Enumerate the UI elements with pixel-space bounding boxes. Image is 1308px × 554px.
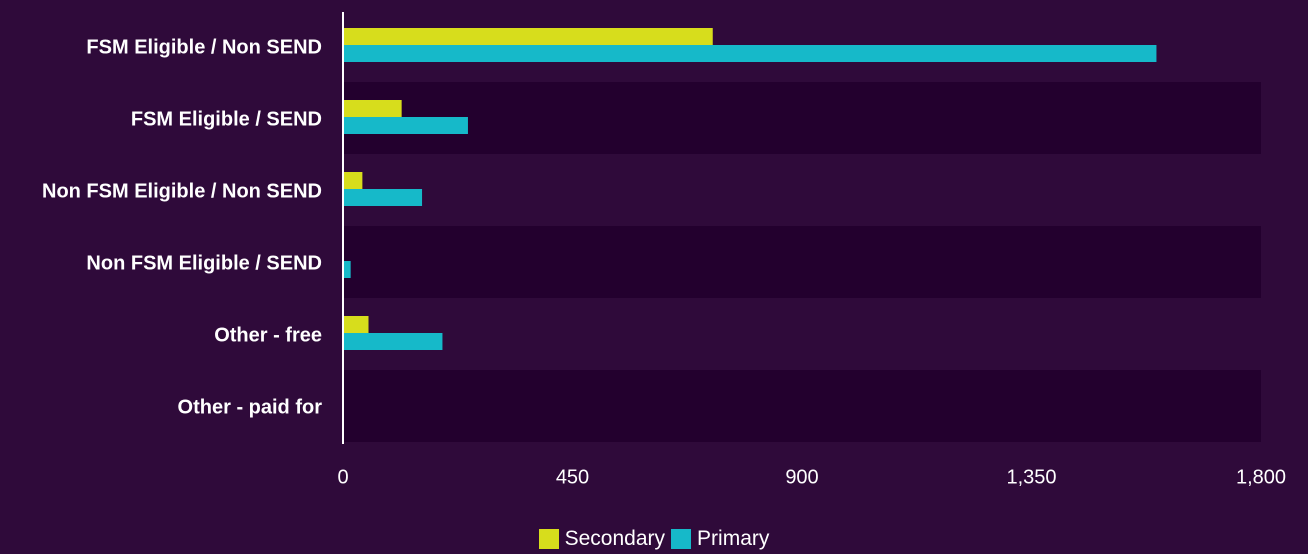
bar-primary-other-free[interactable] — [343, 333, 443, 350]
row-band-other-free — [343, 298, 1261, 370]
category-label-other-free: Other - free — [214, 324, 322, 346]
legend: Secondary Primary — [0, 524, 1308, 554]
row-band-non-fsm-eligible-non-send — [343, 154, 1261, 226]
bar-primary-fsm-eligible-send[interactable] — [343, 117, 468, 134]
legend-label-primary: Primary — [697, 527, 770, 550]
bar-secondary-other-free[interactable] — [343, 316, 369, 333]
category-label-other-paid-for: Other - paid for — [178, 396, 323, 418]
bar-primary-non-fsm-eligible-send[interactable] — [343, 261, 351, 278]
category-labels: FSM Eligible / Non SEND FSM Eligible / SE… — [42, 36, 322, 418]
bar-chart: FSM Eligible / Non SEND FSM Eligible / SE… — [42, 10, 1286, 488]
legend-item-secondary[interactable]: Secondary — [538, 527, 666, 551]
legend-swatch-secondary — [538, 529, 559, 549]
category-label-non-fsm-eligible-send: Non FSM Eligible / SEND — [86, 252, 322, 274]
bars-group — [343, 28, 1157, 350]
legend-label-secondary: Secondary — [564, 527, 666, 550]
category-label-fsm-eligible-non-send: FSM Eligible / Non SEND — [86, 36, 322, 58]
x-tick-label-0: 0 — [337, 466, 348, 488]
bar-primary-fsm-eligible-non-send[interactable] — [343, 45, 1157, 62]
bar-primary-non-fsm-eligible-non-send[interactable] — [343, 189, 423, 206]
bar-secondary-fsm-eligible-non-send[interactable] — [343, 28, 713, 45]
bar-secondary-fsm-eligible-send[interactable] — [343, 100, 402, 117]
row-bands — [343, 10, 1261, 442]
row-band-non-fsm-eligible-send — [343, 226, 1261, 298]
bar-secondary-non-fsm-eligible-non-send[interactable] — [343, 172, 363, 189]
row-band-other-paid-for — [343, 370, 1261, 442]
category-label-fsm-eligible-send: FSM Eligible / SEND — [131, 108, 322, 130]
category-label-non-fsm-eligible-non-send: Non FSM Eligible / Non SEND — [42, 180, 322, 202]
legend-swatch-primary — [671, 529, 692, 549]
x-tick-label-1350: 1,350 — [1006, 466, 1056, 488]
x-tick-label-1800: 1,800 — [1236, 466, 1286, 488]
x-tick-label-900: 900 — [785, 466, 818, 488]
legend-item-primary[interactable]: Primary — [671, 527, 769, 551]
x-tick-labels: 0 450 900 1,350 1,800 — [337, 466, 1286, 488]
row-band-fsm-eligible-send — [343, 82, 1261, 154]
x-tick-label-450: 450 — [556, 466, 589, 488]
